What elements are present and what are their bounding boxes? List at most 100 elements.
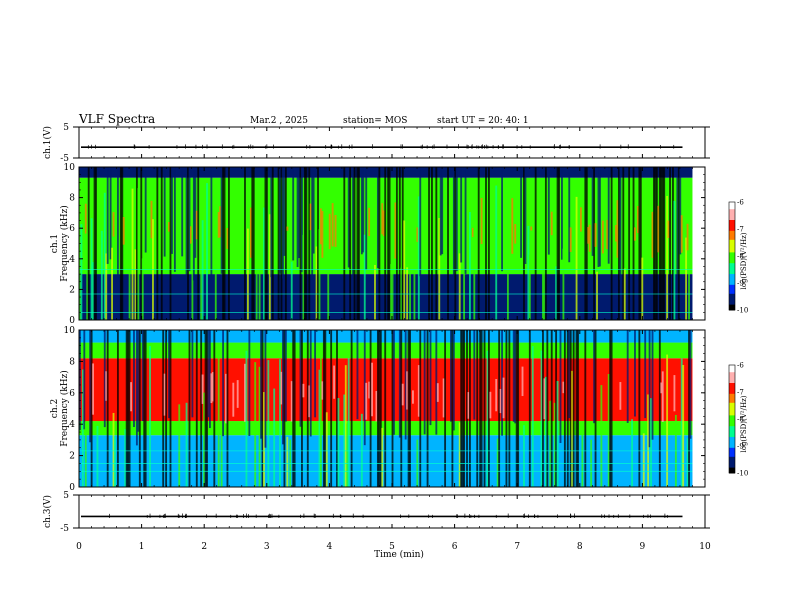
colorbar-swatch bbox=[729, 277, 735, 280]
colorbar-swatch bbox=[729, 413, 735, 416]
spectral-stripe bbox=[315, 246, 318, 320]
spectral-stripe bbox=[210, 167, 213, 276]
spectral-stripe bbox=[249, 207, 252, 258]
spectral-stripe bbox=[428, 167, 430, 320]
spectral-stripe bbox=[479, 330, 482, 487]
spectral-stripe bbox=[682, 364, 685, 487]
colorbar-swatch bbox=[729, 383, 735, 386]
spectral-stripe bbox=[258, 366, 261, 487]
spectral-stripe bbox=[378, 330, 381, 487]
spectral-stripe bbox=[334, 215, 337, 247]
spectral-stripe bbox=[191, 330, 194, 418]
spectral-stripe bbox=[455, 167, 458, 272]
spectral-stripe bbox=[644, 330, 647, 419]
spectral-stripe bbox=[393, 330, 395, 435]
spectral-stripe bbox=[417, 196, 420, 320]
spectral-stripe bbox=[103, 330, 106, 428]
spectral-stripe bbox=[106, 167, 109, 264]
spectral-stripe bbox=[473, 183, 476, 320]
spectral-stripe bbox=[299, 330, 302, 427]
colorbar-tick-label: -10 bbox=[737, 470, 748, 478]
spectral-stripe bbox=[571, 370, 574, 487]
spectral-stripe bbox=[384, 330, 387, 487]
spectral-stripe bbox=[487, 330, 490, 487]
spectral-stripe bbox=[337, 398, 340, 487]
figure-title: VLF Spectra bbox=[78, 112, 155, 126]
spectral-stripe bbox=[308, 385, 311, 418]
spectral-stripe bbox=[631, 419, 633, 487]
colorbar-swatch bbox=[729, 442, 735, 445]
spectral-stripe bbox=[178, 404, 181, 487]
spectral-stripe bbox=[311, 167, 314, 280]
spectral-stripe bbox=[607, 373, 610, 487]
spectral-stripe bbox=[495, 378, 498, 412]
spectral-stripe bbox=[217, 212, 220, 238]
colorbar-swatch bbox=[729, 223, 735, 226]
spectral-stripe bbox=[188, 167, 191, 272]
spectral-stripe bbox=[271, 167, 274, 320]
spectral-stripe bbox=[371, 362, 373, 417]
spectral-stripe bbox=[232, 382, 235, 417]
spectral-stripe bbox=[127, 330, 130, 487]
spectral-stripe bbox=[650, 398, 652, 487]
no-data-area bbox=[692, 167, 705, 320]
spectral-stripe bbox=[349, 167, 352, 320]
colorbar-swatch bbox=[729, 381, 735, 384]
colorbar-swatch bbox=[729, 295, 735, 298]
spectral-stripe bbox=[641, 257, 644, 320]
spectral-stripe bbox=[207, 330, 210, 418]
colorbar-swatch bbox=[729, 390, 735, 393]
colorbar-swatch bbox=[729, 257, 735, 261]
colorbar-swatch bbox=[729, 456, 735, 460]
spectral-stripe bbox=[514, 330, 517, 424]
spectral-stripe bbox=[368, 381, 371, 399]
spectral-stripe bbox=[502, 377, 505, 419]
colorbar-swatch bbox=[729, 250, 735, 253]
spectral-stripe bbox=[505, 330, 508, 487]
spectral-stripe bbox=[409, 245, 411, 320]
spectral-stripe bbox=[463, 236, 466, 320]
spectral-stripe bbox=[556, 167, 559, 320]
spectral-stripe bbox=[350, 330, 353, 487]
spectral-stripe bbox=[378, 167, 381, 320]
spectral-stripe bbox=[150, 200, 153, 239]
spectral-stripe bbox=[111, 247, 113, 320]
spectral-stripe bbox=[222, 167, 225, 320]
colorbar-swatch bbox=[729, 266, 735, 270]
colorbar-swatch bbox=[729, 218, 735, 221]
colorbar-swatch bbox=[729, 202, 735, 205]
spectral-stripe bbox=[667, 220, 670, 238]
spectral-stripe bbox=[290, 381, 293, 422]
colorbar-tick-label: -6 bbox=[737, 199, 744, 207]
spectral-stripe bbox=[331, 203, 334, 247]
colorbar-swatch bbox=[729, 241, 735, 244]
spectral-stripe bbox=[542, 238, 544, 320]
spectral-stripe bbox=[610, 167, 613, 320]
spectral-stripe bbox=[357, 167, 360, 320]
spectral-stripe bbox=[125, 330, 128, 487]
spectral-stripe bbox=[438, 217, 441, 320]
spectral-stripe bbox=[144, 167, 147, 253]
spectral-stripe bbox=[566, 330, 569, 487]
spectral-stripe bbox=[356, 330, 359, 420]
spectral-stripe bbox=[206, 330, 208, 487]
spectral-stripe bbox=[283, 330, 286, 487]
spectral-stripe bbox=[508, 330, 511, 487]
spectral-stripe bbox=[173, 167, 176, 272]
spectral-stripe bbox=[426, 330, 429, 487]
spectral-stripe bbox=[648, 330, 651, 448]
spectral-stripe bbox=[206, 183, 208, 320]
colorbar-swatch bbox=[729, 467, 735, 470]
spectral-stripe bbox=[135, 330, 138, 446]
spectral-stripe bbox=[395, 167, 398, 320]
spectral-stripe bbox=[577, 330, 579, 487]
colorbar-tick-label: -6 bbox=[737, 362, 744, 370]
spectral-stripe bbox=[282, 167, 284, 279]
spectral-stripe bbox=[114, 436, 116, 487]
y-tick-label: 4 bbox=[69, 420, 75, 430]
y-tick-label: 2 bbox=[69, 285, 75, 295]
spectral-stripe bbox=[391, 221, 394, 320]
spectral-stripe bbox=[195, 330, 198, 487]
spectral-stripe bbox=[673, 200, 676, 320]
panel-frame bbox=[78, 494, 706, 529]
